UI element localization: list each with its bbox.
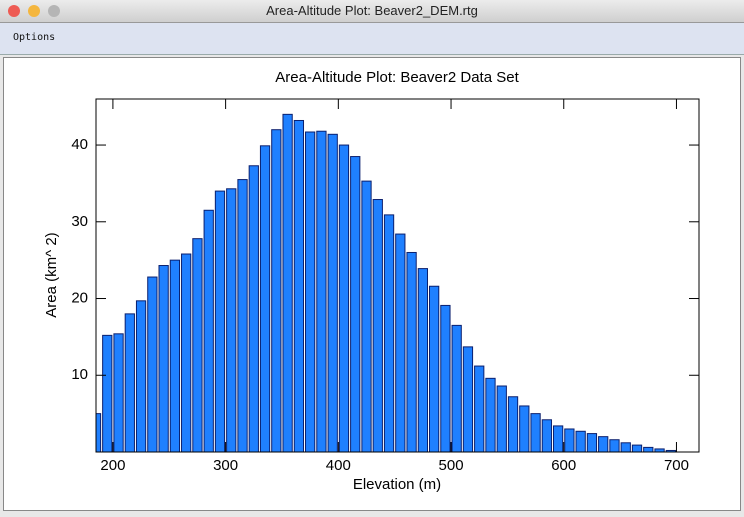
bar: [181, 253, 192, 452]
bar: [485, 377, 496, 452]
y-axis-label: Area (km^ 2): [43, 232, 60, 317]
x-tick-label: 600: [551, 457, 576, 474]
bar: [541, 419, 552, 452]
bar: [530, 413, 541, 452]
bar: [507, 396, 519, 452]
y-tick-label: 30: [71, 213, 88, 230]
menu-bar: Options: [0, 23, 744, 55]
bar: [305, 131, 316, 452]
zoom-button[interactable]: [48, 5, 60, 17]
bar: [451, 324, 462, 452]
bar: [383, 214, 395, 452]
chart-title: Area-Altitude Plot: Beaver2 Data Set: [275, 69, 519, 86]
bar: [598, 436, 609, 452]
bar: [316, 130, 327, 452]
bar: [237, 179, 248, 452]
bar: [282, 113, 293, 452]
bar: [113, 333, 124, 452]
bar: [147, 276, 158, 452]
bar: [293, 119, 305, 452]
bar: [338, 144, 350, 452]
bar: [226, 188, 237, 452]
bar: [350, 156, 361, 452]
bar: [124, 313, 135, 452]
bar: [214, 190, 226, 452]
bar: [496, 385, 507, 452]
bar: [271, 129, 282, 452]
bar: [259, 145, 271, 452]
close-button[interactable]: [8, 5, 20, 17]
bar: [519, 405, 530, 452]
bar: [192, 238, 203, 452]
y-tick-label: 20: [71, 289, 88, 306]
title-bar: Area-Altitude Plot: Beaver2_DEM.rtg: [0, 0, 744, 23]
x-tick-label: 500: [439, 457, 464, 474]
bar: [417, 268, 428, 452]
x-tick-label: 300: [213, 457, 238, 474]
bar: [372, 199, 383, 452]
bar: [248, 165, 259, 452]
bars: [96, 113, 676, 452]
bar: [158, 265, 169, 452]
bar: [462, 346, 474, 452]
x-tick-label: 200: [100, 457, 125, 474]
bar: [586, 433, 598, 452]
x-tick-label: 700: [664, 457, 689, 474]
bar: [395, 233, 406, 452]
bar: [440, 304, 451, 452]
menu-item[interactable]: Options: [13, 32, 56, 43]
axes-frame: [95, 98, 700, 453]
x-tick-label: 400: [326, 457, 351, 474]
window-title: Area-Altitude Plot: Beaver2_DEM.rtg: [266, 3, 478, 18]
bar: [102, 334, 113, 452]
bar: [327, 133, 338, 452]
y-tick-label: 10: [71, 366, 88, 383]
bar: [575, 430, 586, 452]
bar: [620, 442, 631, 452]
bar: [428, 285, 440, 452]
bar: [552, 425, 564, 452]
minimize-button[interactable]: [28, 5, 40, 17]
bar: [474, 365, 485, 452]
bar: [135, 300, 147, 452]
bar: [609, 439, 620, 452]
y-tick-label: 40: [71, 136, 88, 153]
bar: [564, 428, 575, 452]
bar: [169, 259, 181, 452]
bar: [203, 209, 214, 452]
bar: [631, 444, 643, 452]
bar: [406, 251, 417, 452]
bar: [643, 446, 654, 452]
bar: [361, 180, 372, 452]
x-axis-label: Elevation (m): [353, 476, 441, 493]
